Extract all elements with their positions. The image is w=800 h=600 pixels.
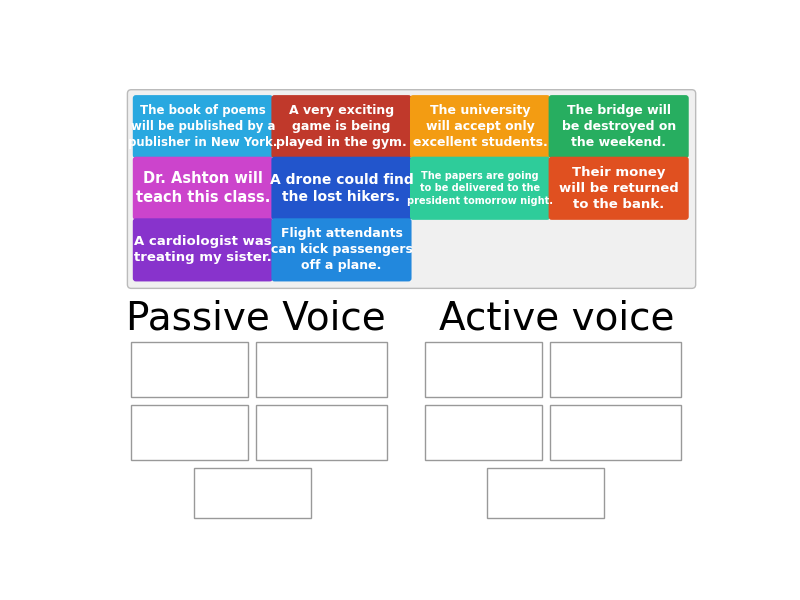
Text: A drone could find
the lost hikers.: A drone could find the lost hikers. — [270, 173, 414, 204]
Text: The book of poems
will be published by a
publisher in New York.: The book of poems will be published by a… — [128, 104, 278, 149]
Text: Active voice: Active voice — [438, 299, 674, 337]
FancyBboxPatch shape — [133, 218, 273, 281]
Text: The bridge will
be destroyed on
the weekend.: The bridge will be destroyed on the week… — [562, 104, 676, 149]
FancyBboxPatch shape — [426, 341, 542, 397]
FancyBboxPatch shape — [550, 341, 681, 397]
Text: Their money
will be returned
to the bank.: Their money will be returned to the bank… — [558, 166, 678, 211]
Text: The papers are going
to be delivered to the
president tomorrow night.: The papers are going to be delivered to … — [407, 171, 553, 206]
FancyBboxPatch shape — [410, 157, 550, 220]
FancyBboxPatch shape — [131, 404, 248, 460]
FancyBboxPatch shape — [550, 404, 681, 460]
FancyBboxPatch shape — [549, 157, 689, 220]
FancyBboxPatch shape — [256, 404, 387, 460]
FancyBboxPatch shape — [133, 157, 273, 220]
Text: A very exciting
game is being
played in the gym.: A very exciting game is being played in … — [276, 104, 407, 149]
FancyBboxPatch shape — [131, 341, 248, 397]
Text: Flight attendants
can kick passengers
off a plane.: Flight attendants can kick passengers of… — [270, 227, 413, 272]
FancyBboxPatch shape — [256, 341, 387, 397]
Text: Passive Voice: Passive Voice — [126, 299, 386, 337]
FancyBboxPatch shape — [410, 95, 550, 158]
FancyBboxPatch shape — [127, 90, 696, 289]
FancyBboxPatch shape — [271, 157, 411, 220]
Text: A cardiologist was
treating my sister.: A cardiologist was treating my sister. — [134, 235, 272, 265]
FancyBboxPatch shape — [271, 95, 411, 158]
FancyBboxPatch shape — [426, 404, 542, 460]
Text: Dr. Ashton will
teach this class.: Dr. Ashton will teach this class. — [136, 172, 270, 205]
FancyBboxPatch shape — [549, 95, 689, 158]
FancyBboxPatch shape — [133, 95, 273, 158]
Text: The university
will accept only
excellent students.: The university will accept only excellen… — [413, 104, 547, 149]
FancyBboxPatch shape — [271, 218, 411, 281]
FancyBboxPatch shape — [194, 468, 310, 518]
FancyBboxPatch shape — [487, 468, 604, 518]
